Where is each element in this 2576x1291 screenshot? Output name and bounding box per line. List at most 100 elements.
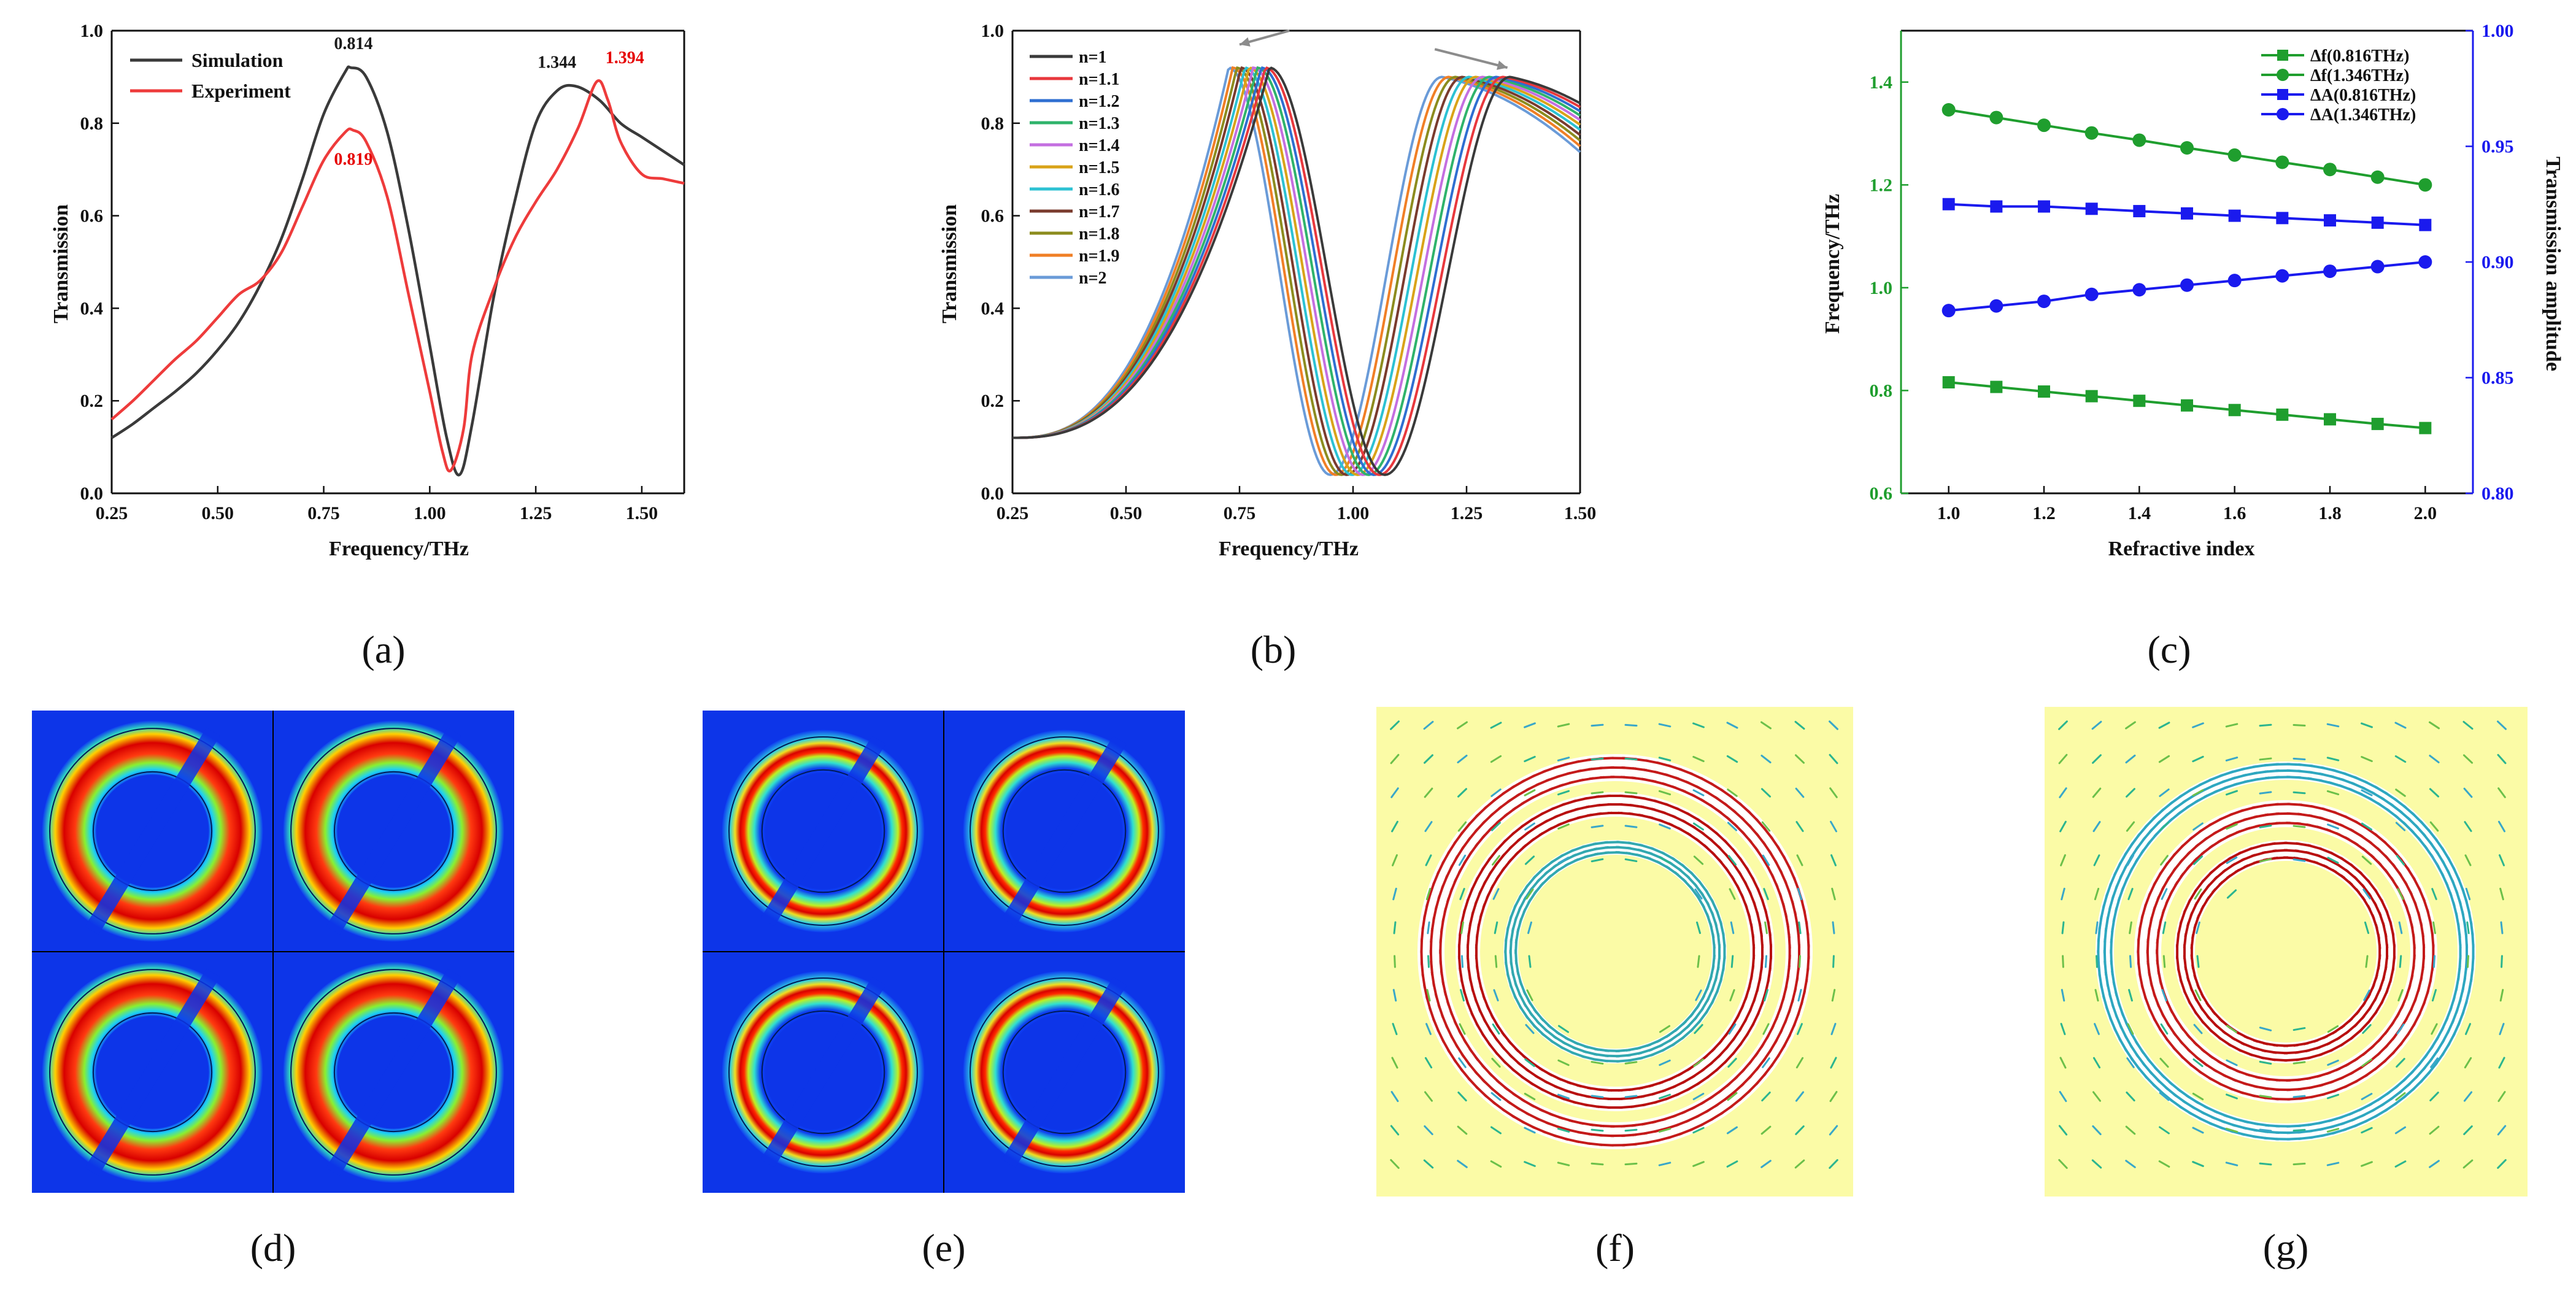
current-arrow-bg <box>2058 1158 2068 1170</box>
current-arrow-bg <box>2259 1095 2272 1098</box>
field-map-e-outline-inner <box>761 1010 885 1135</box>
current-arrow-bg <box>1423 1159 1434 1169</box>
chart-a-series <box>110 65 685 477</box>
chart-b-legend-label: n=1.7 <box>1079 202 1120 222</box>
current-arrow-bg <box>1624 1128 1638 1132</box>
chart-a-ytick-label: 0.8 <box>80 114 104 134</box>
current-arrow-bg <box>2259 757 2272 761</box>
current-arrow <box>1711 933 1716 949</box>
current-arrow-bg <box>2293 1095 2306 1098</box>
current-arrow-bg <box>2159 788 2170 797</box>
current-arrow-bg <box>1831 887 1836 901</box>
panel-label-d: (d) <box>250 1226 296 1270</box>
chart-b-arrow-right-head <box>1496 60 1508 70</box>
current-arrow-bg <box>1557 723 1570 728</box>
current-arrow-bg <box>1557 1059 1570 1066</box>
chart-a-data-label: 1.344 <box>538 53 576 72</box>
current-arrow-bg <box>2193 1023 2203 1035</box>
field-map-e-outline-outer <box>970 736 1159 926</box>
field-map-e-outline-inner <box>1002 769 1127 893</box>
current-arrow-bg <box>2192 755 2204 763</box>
current-arrow-bg <box>1457 1125 1468 1135</box>
field-map-d-outline-outer <box>290 728 497 935</box>
current-arrow-bg <box>2462 1159 2474 1169</box>
chart-c-xtick-label: 1.6 <box>2223 503 2246 523</box>
current-arrow-bg <box>1760 721 1772 730</box>
chart-a-annotations: 0.814 0.819 1.344 1.394 <box>334 34 644 169</box>
current-arrow-bg <box>2361 756 2373 762</box>
chart-c-legend-marker <box>2277 69 2289 81</box>
chart-c-legend-label: ΔA(0.816THz) <box>2310 86 2416 105</box>
field-map-e-gap <box>760 736 886 927</box>
chart-c-xtick-label: 1.0 <box>1937 503 1961 523</box>
current-arrow-bg <box>1658 723 1672 728</box>
current-arrow-bg <box>2058 753 2068 765</box>
current-arrow-bg <box>2398 921 2403 935</box>
current-arrow-bg <box>2293 825 2306 828</box>
current-arrow-bg <box>2463 1125 2473 1135</box>
current-arrow-bg <box>1658 1128 1672 1133</box>
chart-b-series-n-1_9 <box>1012 66 1581 476</box>
chart-c-point <box>2181 399 2193 412</box>
current-arrow-bg <box>2293 757 2306 761</box>
current-arrow-bg <box>1591 825 1604 828</box>
current-arrow-bg <box>2293 1027 2306 1031</box>
current-arrow <box>2391 931 2396 948</box>
chart-c-ytick-label: 0.8 <box>1870 380 1893 401</box>
chart-c-ytick-right-label: 0.90 <box>2482 252 2514 272</box>
chart-c-point <box>2419 422 2432 434</box>
chart-b-series-n-1 <box>1012 66 1581 476</box>
current-arrow-bg <box>2466 921 2470 935</box>
current-arrow-bg <box>2225 1162 2239 1166</box>
current-arrow-bg <box>1760 788 1772 798</box>
chart-a-xtick-label: 0.25 <box>96 503 128 523</box>
current-arrow-bg <box>2396 1058 2405 1068</box>
current-arrow-bg <box>1760 1160 1772 1168</box>
current-arrow-bg <box>2158 722 2170 729</box>
field-map-e-cells <box>722 730 1166 1174</box>
current-arrow-bg <box>2429 821 2439 832</box>
current-arrow-bg <box>2364 921 2370 935</box>
current-arrow-bg <box>2092 787 2102 798</box>
current-arrow-bg <box>1460 921 1464 935</box>
chart-b-axes <box>1011 29 1581 495</box>
current-arrow <box>2384 933 2389 949</box>
current-arrow-bg <box>2395 822 2406 831</box>
chart-c-point <box>2228 404 2241 417</box>
current-arrow-bg <box>1557 823 1570 830</box>
current-arrow-bg <box>1426 988 1431 1002</box>
current-arrow-bg <box>2326 723 2340 728</box>
chart-c-legend-marker <box>2277 108 2289 120</box>
current-arrow-bg <box>2226 1093 2238 1100</box>
field-map-d-outline-outer <box>49 728 256 935</box>
current-arrow-bg <box>1458 1057 1467 1068</box>
current-arrow-bg <box>1692 755 1705 763</box>
current-arrow-bg <box>2196 921 2200 935</box>
current-arrow <box>2471 932 2475 949</box>
current-arrow-bg <box>2127 888 2134 900</box>
current-arrow-bg <box>1658 1162 1672 1166</box>
current-arrow-bg <box>2396 855 2405 866</box>
field-map-e-cell <box>722 730 925 933</box>
current-arrow-bg <box>2093 854 2100 866</box>
current-arrow-bg <box>1726 1126 1738 1135</box>
current-arrow-bg <box>1795 1125 1805 1135</box>
current-arrow-bg <box>2062 955 2064 968</box>
current-arrow-bg <box>1693 1058 1704 1067</box>
current-arrow-bg <box>2259 791 2272 795</box>
current-arrow-bg <box>2194 888 2202 900</box>
current-arrow-bg <box>1797 1023 1803 1035</box>
current-arrow-bg <box>2161 888 2168 900</box>
current-arrow-bg <box>1457 1091 1467 1102</box>
chart-c-point <box>2324 413 2336 426</box>
current-arrow-bg <box>2259 1060 2272 1065</box>
current-arrow-bg <box>1692 1127 1705 1134</box>
current-arrow-bg <box>2463 787 2473 798</box>
current-arrow-bg <box>2162 921 2167 935</box>
chart-c-ylabel: Frequency/THz <box>1821 194 1844 334</box>
current-arrow-bg <box>2363 989 2370 1001</box>
current-arrow-bg <box>1490 822 1502 831</box>
chart-c-point <box>2132 133 2146 147</box>
current-arrow-bg <box>2194 989 2202 1001</box>
field-map-e-outline-inner <box>1002 1010 1127 1135</box>
